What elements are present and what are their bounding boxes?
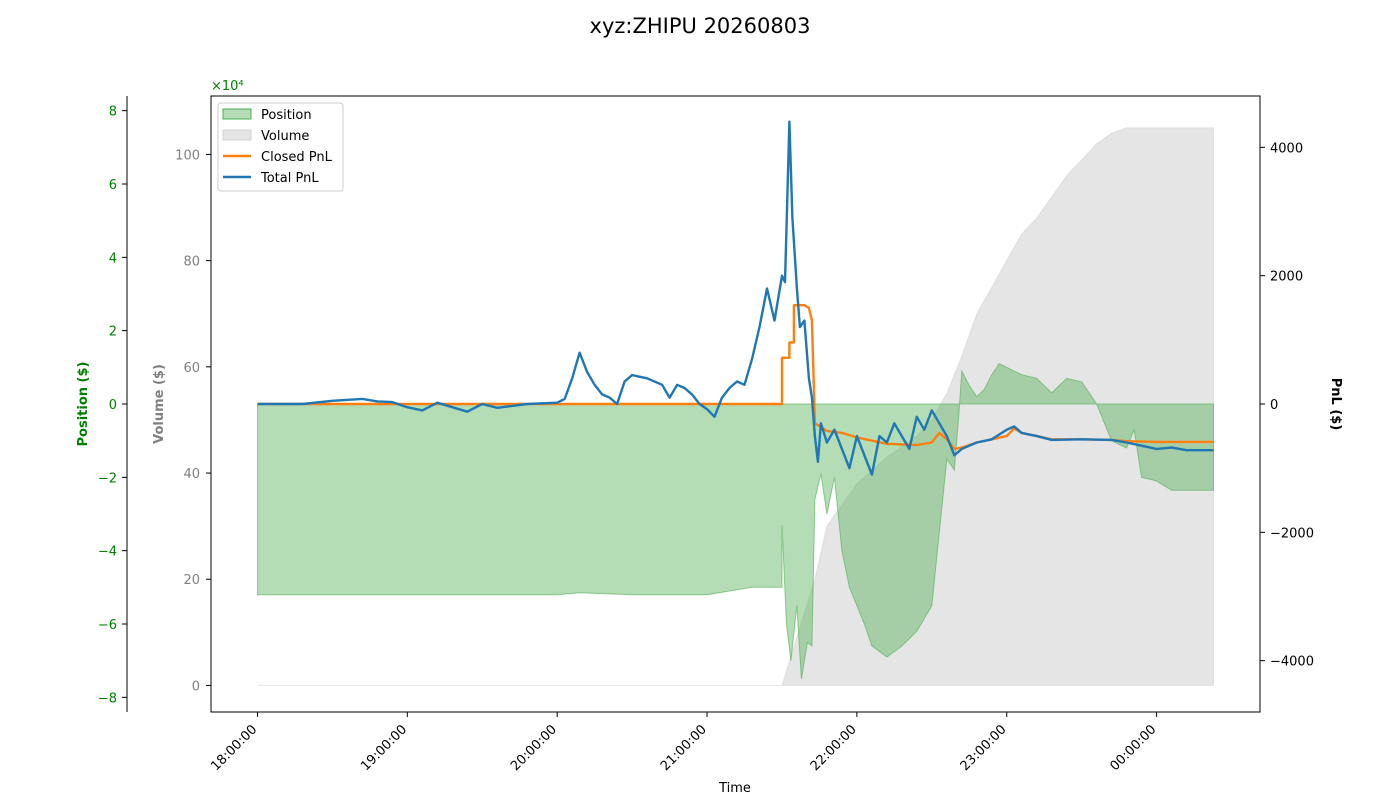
position-tick-label: −4	[98, 545, 117, 560]
position-axis: −8 −6 −4 −2 0 2 4 6 8	[98, 105, 127, 706]
x-tick-label: 19:00:00	[358, 722, 410, 774]
pnl-tick-label: −4000	[1270, 655, 1314, 670]
volume-tick-label: 40	[183, 467, 200, 482]
legend-swatch-volume	[222, 129, 252, 141]
volume-axis: 0 20 40 60 80 100	[175, 148, 211, 694]
series-layer	[257, 120, 1214, 686]
pnl-tick-label: −2000	[1270, 526, 1314, 541]
pnl-tick-label: 0	[1270, 398, 1278, 413]
volume-axis-label: Volume ($)	[152, 364, 167, 444]
position-axis-label: Position ($)	[76, 362, 91, 447]
volume-tick-label: 60	[183, 361, 200, 376]
volume-tick-label: 0	[192, 679, 200, 694]
position-tick-label: 2	[109, 325, 117, 340]
legend-label-total-pnl: Total PnL	[260, 171, 319, 186]
x-tick-label: 22:00:00	[808, 722, 860, 774]
x-tick-label: 21:00:00	[658, 722, 710, 774]
volume-tick-label: 80	[183, 255, 200, 270]
chart-title: xyz:ZHIPU 20260803	[590, 14, 811, 38]
position-tick-label: −6	[98, 618, 117, 633]
position-tick-label: 6	[109, 178, 117, 193]
legend-label-closed-pnl: Closed PnL	[261, 150, 333, 165]
legend-label-volume: Volume	[261, 129, 309, 144]
position-tick-label: 4	[109, 251, 117, 266]
position-exponent-label: ×10⁴	[211, 79, 244, 94]
legend-box	[217, 102, 344, 192]
position-area	[257, 363, 1214, 680]
pnl-tick-label: 2000	[1270, 270, 1303, 285]
x-axis-label: Time	[718, 781, 751, 796]
legend: Position Volume Closed PnL Total PnL	[217, 102, 344, 192]
volume-tick-label: 100	[175, 148, 200, 163]
position-tick-label: 0	[109, 398, 117, 413]
legend-swatch-position	[222, 108, 252, 120]
pnl-axis: −4000 −2000 0 2000 4000	[1260, 141, 1314, 670]
position-tick-label: −8	[98, 691, 117, 706]
x-axis: 18:00:00 19:00:00 20:00:00 21:00:00 22:00:00…	[208, 712, 1159, 774]
x-tick-label: 20:00:00	[508, 722, 560, 774]
position-tick-label: 8	[109, 105, 117, 120]
total-pnl-line	[257, 120, 1214, 476]
x-tick-label: 00:00:00	[1108, 722, 1160, 774]
x-tick-label: 23:00:00	[958, 722, 1010, 774]
pnl-axis-label: PnL ($)	[1328, 378, 1343, 431]
volume-area	[257, 127, 1214, 686]
position-tick-label: −2	[98, 471, 117, 486]
x-tick-label: 18:00:00	[208, 722, 260, 774]
pnl-tick-label: 4000	[1270, 141, 1303, 156]
volume-tick-label: 20	[183, 573, 200, 588]
legend-label-position: Position	[261, 108, 312, 123]
